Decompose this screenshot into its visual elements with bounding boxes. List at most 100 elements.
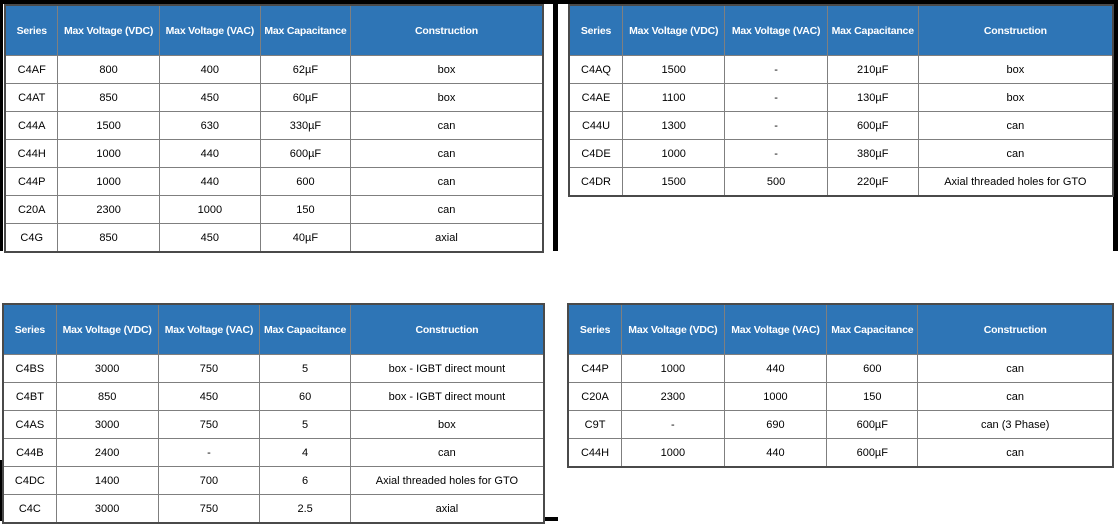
header-row: Series Max Voltage (VDC) Max Voltage (VAC)… bbox=[567, 303, 1114, 355]
value-cell: box bbox=[917, 83, 1114, 112]
header-row: Series Max Voltage (VDC) Max Voltage (VAC)… bbox=[2, 303, 545, 355]
value-cell: 150 bbox=[826, 382, 919, 411]
table-row: C20A 2300 1000 150 can bbox=[4, 195, 544, 224]
table-row: C44U 1300-600µF can bbox=[568, 111, 1114, 140]
value-cell: box - IGBT direct mount bbox=[349, 382, 545, 411]
value-cell: can bbox=[917, 139, 1114, 168]
table-row: C4DC 1400 700 6 Axial threaded holes for GTO bbox=[2, 466, 545, 495]
value-cell: 500 bbox=[724, 167, 828, 197]
value-cell: 750 bbox=[157, 410, 261, 439]
header-row: Series Max Voltage (VDC) Max Voltage (VAC)… bbox=[4, 4, 544, 56]
value-cell: 1300 bbox=[622, 111, 726, 140]
value-cell: 2.5 bbox=[259, 494, 351, 524]
value-cell: box bbox=[349, 55, 544, 84]
value-cell: 450 bbox=[158, 223, 261, 253]
value-cell: 600µF bbox=[259, 139, 351, 168]
table-row: C44P 1000 440 600 can bbox=[4, 167, 544, 196]
column-header-max-capacitance: Max Capacitance bbox=[826, 303, 919, 355]
column-header-series: Series bbox=[4, 4, 59, 56]
value-cell: can bbox=[917, 438, 1114, 468]
value-cell: 1500 bbox=[622, 167, 726, 197]
column-header-max-voltage-vdc: Max Voltage (VDC) bbox=[57, 4, 160, 56]
frame-left-border bbox=[0, 0, 3, 251]
value-cell: can bbox=[917, 382, 1114, 411]
column-header-construction: Construction bbox=[349, 303, 545, 355]
spec-table-bottom-left: Series Max Voltage (VDC) Max Voltage (VAC)… bbox=[2, 303, 545, 524]
value-cell: 2400 bbox=[55, 438, 159, 467]
table-row: C44B 2400-4 can bbox=[2, 438, 545, 467]
value-cell: 690 bbox=[723, 410, 828, 439]
value-cell: can bbox=[349, 139, 544, 168]
value-cell: 800 bbox=[57, 55, 160, 84]
table-row: C4AF 800 400 62µF box bbox=[4, 55, 544, 84]
value-cell: 220µF bbox=[826, 167, 919, 197]
series-cell: C4AF bbox=[4, 55, 59, 84]
value-cell: 1000 bbox=[622, 139, 726, 168]
value-cell: 400 bbox=[158, 55, 261, 84]
value-cell: 5 bbox=[259, 354, 351, 383]
value-cell: Axial threaded holes for GTO bbox=[917, 167, 1114, 197]
series-cell: C4C bbox=[2, 494, 57, 524]
spec-table-top-right: Series Max Voltage (VDC) Max Voltage (VAC)… bbox=[568, 4, 1114, 197]
table-row: C9T -690 600µF can (3 Phase) bbox=[567, 410, 1114, 439]
value-cell: 850 bbox=[57, 223, 160, 253]
value-cell: axial bbox=[349, 223, 544, 253]
table-row: C4AE 1100-130µF box bbox=[568, 83, 1114, 112]
value-cell: 700 bbox=[157, 466, 261, 495]
table-row: C4BS 3000 750 5 box - IGBT direct mount bbox=[2, 354, 545, 383]
series-cell: C4DC bbox=[2, 466, 57, 495]
value-cell: 2300 bbox=[621, 382, 725, 411]
value-cell: 440 bbox=[158, 139, 261, 168]
value-cell: can (3 Phase) bbox=[917, 410, 1114, 439]
column-header-construction: Construction bbox=[917, 4, 1114, 56]
frame-right-border bbox=[1113, 0, 1118, 251]
value-cell: 62µF bbox=[259, 55, 351, 84]
value-cell: - bbox=[724, 139, 828, 168]
series-cell: C4AT bbox=[4, 83, 59, 112]
value-cell: Axial threaded holes for GTO bbox=[349, 466, 545, 495]
value-cell: 450 bbox=[158, 83, 261, 112]
value-cell: 60µF bbox=[259, 83, 351, 112]
table-row: C20A 2300 1000 150 can bbox=[567, 382, 1114, 411]
series-cell: C44P bbox=[567, 354, 623, 383]
column-header-max-capacitance: Max Capacitance bbox=[259, 303, 351, 355]
value-cell: 600 bbox=[826, 354, 919, 383]
value-cell: can bbox=[917, 111, 1114, 140]
value-cell: 150 bbox=[259, 195, 351, 224]
column-header-max-voltage-vdc: Max Voltage (VDC) bbox=[622, 4, 726, 56]
value-cell: - bbox=[724, 55, 828, 84]
spec-table-bottom-right: Series Max Voltage (VDC) Max Voltage (VAC)… bbox=[567, 303, 1114, 468]
value-cell: 1000 bbox=[158, 195, 261, 224]
value-cell: 750 bbox=[157, 354, 261, 383]
series-cell: C4DE bbox=[568, 139, 624, 168]
value-cell: 1500 bbox=[57, 111, 160, 140]
value-cell: 1000 bbox=[621, 354, 725, 383]
series-cell: C20A bbox=[567, 382, 623, 411]
table-row: C44H 1000 440 600µF can bbox=[4, 139, 544, 168]
table-row: C4G 850 450 40µF axial bbox=[4, 223, 544, 253]
series-cell: C44U bbox=[568, 111, 624, 140]
value-cell: - bbox=[157, 438, 261, 467]
series-cell: C4AS bbox=[2, 410, 57, 439]
series-cell: C4G bbox=[4, 223, 59, 253]
value-cell: 600 bbox=[259, 167, 351, 196]
value-cell: 3000 bbox=[55, 494, 159, 524]
series-cell: C44H bbox=[567, 438, 623, 468]
value-cell: - bbox=[724, 83, 828, 112]
value-cell: 630 bbox=[158, 111, 261, 140]
frame-top-border bbox=[0, 0, 1118, 4]
column-header-series: Series bbox=[568, 4, 624, 56]
value-cell: 60 bbox=[259, 382, 351, 411]
value-cell: 1000 bbox=[57, 167, 160, 196]
value-cell: 40µF bbox=[259, 223, 351, 253]
table-row: C4AS 3000 750 5 box bbox=[2, 410, 545, 439]
panel-divider bbox=[553, 0, 558, 251]
value-cell: 600µF bbox=[826, 410, 919, 439]
value-cell: 1000 bbox=[57, 139, 160, 168]
value-cell: 850 bbox=[55, 382, 159, 411]
series-cell: C4AE bbox=[568, 83, 624, 112]
value-cell: 600µF bbox=[826, 111, 919, 140]
column-header-max-voltage-vdc: Max Voltage (VDC) bbox=[55, 303, 159, 355]
value-cell: 130µF bbox=[826, 83, 919, 112]
